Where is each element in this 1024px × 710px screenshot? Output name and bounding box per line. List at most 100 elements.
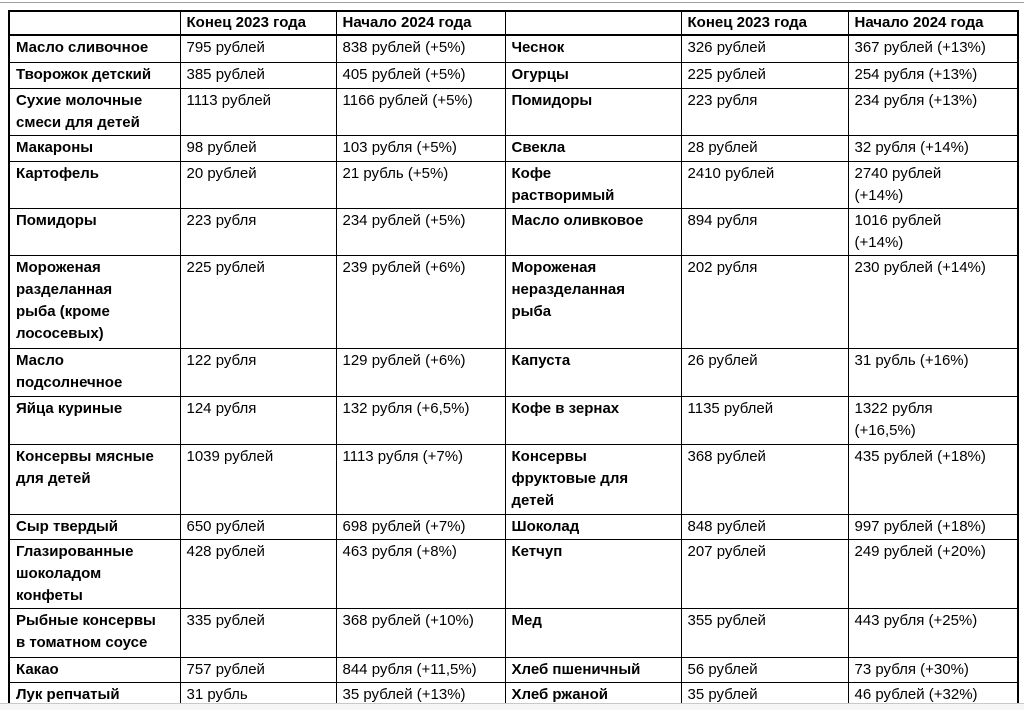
table-row: Какао 757 рублей 844 рубля (+11,5%) Хлеб пш… xyxy=(8,656,1019,683)
price-cell: 2410 рублей xyxy=(680,160,849,209)
price-cell: 838 рублей (+5%) xyxy=(335,34,506,63)
price-cell: 73 рубля (+30%) xyxy=(847,656,1019,683)
product-cell: Сыр твердый xyxy=(8,513,181,540)
product-cell: Какао xyxy=(8,656,181,683)
table-row: Консервы мясные для детей 1039 рублей 1113… xyxy=(8,443,1019,515)
price-cell: 254 рубля (+13%) xyxy=(847,61,1019,89)
table-row: Глазированные шоколадом конфеты 428 рубле… xyxy=(8,538,1019,609)
table-row: Помидоры 223 рубля 234 рублей (+5%) Масло о… xyxy=(8,207,1019,256)
window-top-divider xyxy=(0,2,1024,3)
price-cell: 385 рублей xyxy=(179,61,337,89)
product-cell: Кофе растворимый xyxy=(504,160,682,209)
price-cell: 463 рубля (+8%) xyxy=(335,538,506,609)
price-cell: 367 рублей (+13%) xyxy=(847,34,1019,63)
product-cell: Макароны xyxy=(8,134,181,162)
product-cell: Масло подсолнечное xyxy=(8,347,181,397)
price-cell: 234 рубля (+13%) xyxy=(847,87,1019,136)
price-cell: 28 рублей xyxy=(680,134,849,162)
product-cell: Свекла xyxy=(504,134,682,162)
price-cell: 122 рубля xyxy=(179,347,337,397)
product-cell: Картофель xyxy=(8,160,181,209)
price-cell: 98 рублей xyxy=(179,134,337,162)
product-cell: Творожок детский xyxy=(8,61,181,89)
column-header: Конец 2023 года xyxy=(680,10,849,36)
price-cell: 249 рублей (+20%) xyxy=(847,538,1019,609)
column-header: Начало 2024 года xyxy=(335,10,506,36)
table-row: Масло подсолнечное 122 рубля 129 рублей (+… xyxy=(8,347,1019,397)
product-cell: Рыбные консервы в томатном соусе xyxy=(8,607,181,658)
product-cell: Консервы мясные для детей xyxy=(8,443,181,515)
price-cell: 894 рубля xyxy=(680,207,849,256)
table-row: Сыр твердый 650 рублей 698 рублей (+7%) Шок… xyxy=(8,513,1019,540)
product-cell: Кофе в зернах xyxy=(504,395,682,445)
price-cell: 368 рублей (+10%) xyxy=(335,607,506,658)
price-cell: 31 рубль (+16%) xyxy=(847,347,1019,397)
table-head: Конец 2023 года Начало 2024 года Конец 202… xyxy=(8,10,1019,36)
table-row: Рыбные консервы в томатном соусе 335 рубл… xyxy=(8,607,1019,658)
price-cell: 1166 рублей (+5%) xyxy=(335,87,506,136)
column-header-empty xyxy=(8,10,181,36)
price-cell: 1113 рубля (+7%) xyxy=(335,443,506,515)
price-cell: 223 рубля xyxy=(680,87,849,136)
product-cell: Помидоры xyxy=(504,87,682,136)
product-cell: Мороженая разделанная рыба (кроме лососе… xyxy=(8,254,181,349)
price-cell: 443 рубля (+25%) xyxy=(847,607,1019,658)
price-cell: 32 рубля (+14%) xyxy=(847,134,1019,162)
price-cell: 1039 рублей xyxy=(179,443,337,515)
column-header: Начало 2024 года xyxy=(847,10,1019,36)
price-cell: 844 рубля (+11,5%) xyxy=(335,656,506,683)
product-cell: Шоколад xyxy=(504,513,682,540)
price-cell: 848 рублей xyxy=(680,513,849,540)
price-cell: 132 рубля (+6,5%) xyxy=(335,395,506,445)
column-header-empty xyxy=(504,10,682,36)
table-row: Мороженая разделанная рыба (кроме лососе… xyxy=(8,254,1019,349)
table-body: Масло сливочное 795 рублей 838 рублей (+5%… xyxy=(8,34,1019,708)
price-cell: 1322 рубля (+16,5%) xyxy=(847,395,1019,445)
price-cell: 2740 рублей (+14%) xyxy=(847,160,1019,209)
product-cell: Глазированные шоколадом конфеты xyxy=(8,538,181,609)
price-cell: 225 рублей xyxy=(179,254,337,349)
price-comparison-table: Конец 2023 года Начало 2024 года Конец 202… xyxy=(8,10,1019,709)
product-cell: Масло оливковое xyxy=(504,207,682,256)
price-cell: 997 рублей (+18%) xyxy=(847,513,1019,540)
product-cell: Хлеб пшеничный xyxy=(504,656,682,683)
price-cell: 20 рублей xyxy=(179,160,337,209)
price-cell: 435 рублей (+18%) xyxy=(847,443,1019,515)
table-row: Яйца куриные 124 рубля 132 рубля (+6,5%) Ко… xyxy=(8,395,1019,445)
price-cell: 103 рубля (+5%) xyxy=(335,134,506,162)
price-cell: 26 рублей xyxy=(680,347,849,397)
price-cell: 56 рублей xyxy=(680,656,849,683)
price-cell: 335 рублей xyxy=(179,607,337,658)
table-row: Картофель 20 рублей 21 рубль (+5%) Кофе рас… xyxy=(8,160,1019,209)
price-cell: 1113 рублей xyxy=(179,87,337,136)
product-cell: Яйца куриные xyxy=(8,395,181,445)
price-cell: 355 рублей xyxy=(680,607,849,658)
product-cell: Чеснок xyxy=(504,34,682,63)
price-cell: 1016 рублей (+14%) xyxy=(847,207,1019,256)
price-cell: 326 рублей xyxy=(680,34,849,63)
product-cell: Мед xyxy=(504,607,682,658)
product-cell: Сухие молочные смеси для детей xyxy=(8,87,181,136)
table-row: Масло сливочное 795 рублей 838 рублей (+5%… xyxy=(8,34,1019,63)
price-cell: 757 рублей xyxy=(179,656,337,683)
product-cell: Мороженая неразделанная рыба xyxy=(504,254,682,349)
price-cell: 21 рубль (+5%) xyxy=(335,160,506,209)
price-cell: 207 рублей xyxy=(680,538,849,609)
page-bottom-strip xyxy=(0,703,1024,710)
column-header: Конец 2023 года xyxy=(179,10,337,36)
price-cell: 1135 рублей xyxy=(680,395,849,445)
price-cell: 202 рубля xyxy=(680,254,849,349)
product-cell: Огурцы xyxy=(504,61,682,89)
price-cell: 368 рублей xyxy=(680,443,849,515)
table-row: Макароны 98 рублей 103 рубля (+5%) Свекла 28… xyxy=(8,134,1019,162)
product-cell: Кетчуп xyxy=(504,538,682,609)
price-cell: 650 рублей xyxy=(179,513,337,540)
price-cell: 225 рублей xyxy=(680,61,849,89)
price-cell: 129 рублей (+6%) xyxy=(335,347,506,397)
price-cell: 234 рублей (+5%) xyxy=(335,207,506,256)
product-cell: Масло сливочное xyxy=(8,34,181,63)
price-cell: 230 рублей (+14%) xyxy=(847,254,1019,349)
product-cell: Помидоры xyxy=(8,207,181,256)
price-cell: 405 рублей (+5%) xyxy=(335,61,506,89)
header-row: Конец 2023 года Начало 2024 года Конец 202… xyxy=(8,10,1019,36)
